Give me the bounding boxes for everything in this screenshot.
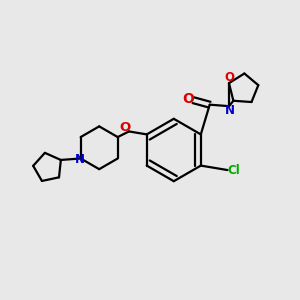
Text: N: N	[225, 103, 235, 116]
Text: N: N	[75, 153, 85, 166]
Text: O: O	[119, 121, 130, 134]
Text: O: O	[224, 71, 234, 84]
Text: Cl: Cl	[228, 164, 241, 177]
Text: O: O	[182, 92, 194, 106]
